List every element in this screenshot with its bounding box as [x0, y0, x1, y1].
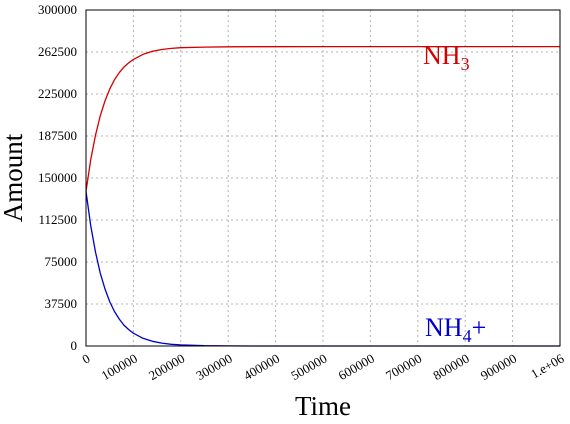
- series-line-nh4-plus: [85, 191, 560, 347]
- plot-frame: [85, 9, 561, 347]
- x-tick-label: 1.e+06: [528, 350, 567, 381]
- x-tick-label: 300000: [193, 351, 234, 383]
- x-tick-label: 900000: [478, 351, 519, 383]
- x-tick-label: 200000: [146, 351, 187, 383]
- x-tick-label: 600000: [336, 351, 377, 383]
- series-label-subscript: 3: [461, 54, 470, 74]
- y-tick-label: 37500: [45, 296, 78, 311]
- x-axis-title: Time: [295, 391, 351, 419]
- grid-lines: [86, 10, 560, 346]
- y-tick-label: 0: [71, 338, 78, 353]
- x-tick-label: 100000: [99, 351, 140, 383]
- series-line-nh3: [85, 45, 560, 192]
- series-label-main: NH: [425, 313, 463, 342]
- x-tick-label: 700000: [383, 351, 424, 383]
- x-tick-label: 0: [79, 351, 92, 367]
- y-axis-ticks: 0 37500 75000 112500 150000 187500 225000 26250…: [38, 2, 77, 353]
- y-tick-label: 112500: [38, 212, 77, 227]
- series-label-nh3: NH3: [423, 41, 470, 74]
- series-label-suffix: +: [472, 313, 487, 342]
- x-tick-label: 800000: [430, 351, 471, 383]
- y-tick-label: 187500: [38, 128, 77, 143]
- x-tick-label: 400000: [241, 351, 282, 383]
- y-tick-label: 262500: [38, 44, 77, 59]
- series-label-main: NH: [423, 41, 461, 70]
- series-label-nh4-plus: NH4+: [425, 313, 486, 346]
- series-label-subscript: 4: [463, 326, 472, 346]
- y-tick-label: 150000: [38, 170, 77, 185]
- y-tick-label: 75000: [45, 254, 78, 269]
- y-tick-label: 225000: [38, 86, 77, 101]
- x-tick-label: 500000: [288, 351, 329, 383]
- y-tick-label: 300000: [38, 2, 77, 17]
- y-axis-title: Amount: [0, 133, 28, 222]
- x-axis-ticks: 0 100000 200000 300000 400000 500000 600000 700…: [79, 350, 567, 383]
